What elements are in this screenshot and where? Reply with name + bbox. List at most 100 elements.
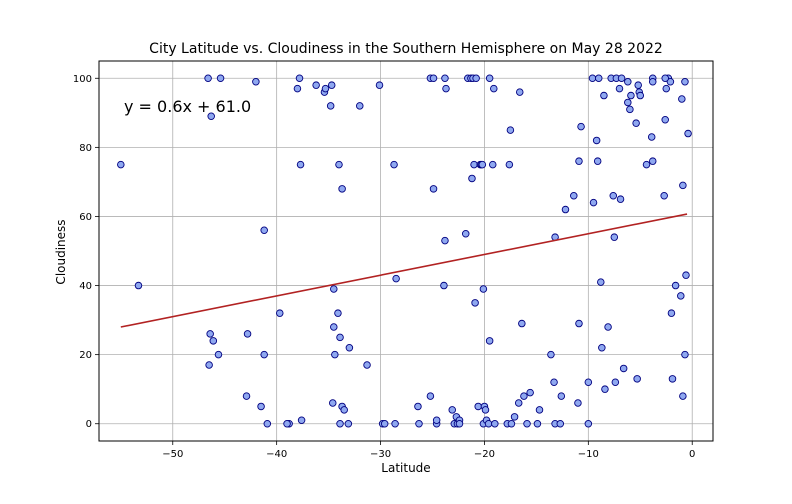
data-point [276,309,284,317]
data-point [684,129,692,138]
data-point [297,416,306,425]
data-point [209,337,218,345]
data-point [296,160,305,169]
data-point [331,350,339,359]
data-point [506,126,515,134]
data-point [429,74,438,83]
data-point [619,364,628,373]
data-point [604,323,612,331]
y-tick-label: 100 [73,74,92,85]
data-point [648,157,657,165]
data-point [345,343,354,352]
data-point [556,419,565,428]
data-point [632,119,640,127]
data-point [263,419,272,428]
data-point [577,122,585,131]
data-point [627,91,635,100]
y-tick-label: 0 [86,419,92,430]
data-point [634,81,642,89]
data-point [414,402,422,411]
data-point [429,185,438,193]
data-point [461,229,470,238]
data-point [520,392,528,400]
data-point [252,77,260,86]
data-point [491,419,499,428]
data-point [293,84,302,93]
data-point [441,236,449,245]
data-point [609,191,618,200]
data-point [336,419,344,428]
data-point [336,333,344,342]
data-point [380,419,389,428]
data-point [584,378,593,387]
data-point [335,160,343,169]
data-point [295,74,304,83]
data-point [666,77,675,86]
data-point [479,285,488,293]
data-point [321,84,330,93]
x-tick-label: −40 [266,449,287,460]
data-point [257,402,265,411]
data-point [648,77,657,86]
data-point [481,406,490,414]
data-point [392,274,400,283]
data-point [330,323,338,331]
chart-title: City Latitude vs. Cloudiness in the Sout… [149,41,663,57]
data-point [485,74,494,83]
data-point [455,419,464,428]
data-point [470,160,478,169]
data-point [668,375,677,383]
x-tick-label: −20 [474,449,495,460]
data-point [356,102,364,110]
data-point [615,84,624,93]
data-point [474,402,482,411]
data-point [134,281,143,290]
data-point [344,419,353,428]
data-point [507,419,516,428]
data-point [448,406,456,414]
data-point [485,337,494,345]
data-point [533,419,542,428]
data-point [574,399,582,407]
data-point [616,195,625,203]
data-point [216,74,225,83]
data-point [557,392,566,400]
data-point [633,375,641,383]
data-point [662,84,670,93]
y-tick-label: 20 [79,350,92,361]
data-point [661,115,669,124]
data-point [510,413,519,421]
regression-equation: y = 0.6x + 61.0 [124,97,251,116]
x-tick-label: −50 [162,449,183,460]
data-point [490,84,498,93]
data-point [610,233,619,241]
data-point [505,160,514,169]
data-point [390,160,398,169]
data-point [334,309,342,317]
data-point [327,81,336,89]
data-point [679,181,687,190]
data-point [472,74,480,83]
data-point [242,392,251,400]
data-point [678,95,686,103]
data-point [375,81,384,89]
data-point [598,343,606,352]
data-point [514,399,523,407]
data-point [611,378,620,387]
data-point [283,419,291,428]
data-point [667,309,676,317]
plot-frame [98,60,714,442]
data-point [326,102,335,110]
data-point [597,278,605,286]
data-point [626,105,634,114]
y-tick-label: 80 [79,143,92,154]
regression-line [120,213,688,328]
data-point [204,74,212,83]
data-point [312,81,320,89]
data-point [442,84,450,93]
data-point [478,160,487,169]
data-point [441,74,449,83]
data-point [330,285,338,293]
data-point [642,160,651,169]
